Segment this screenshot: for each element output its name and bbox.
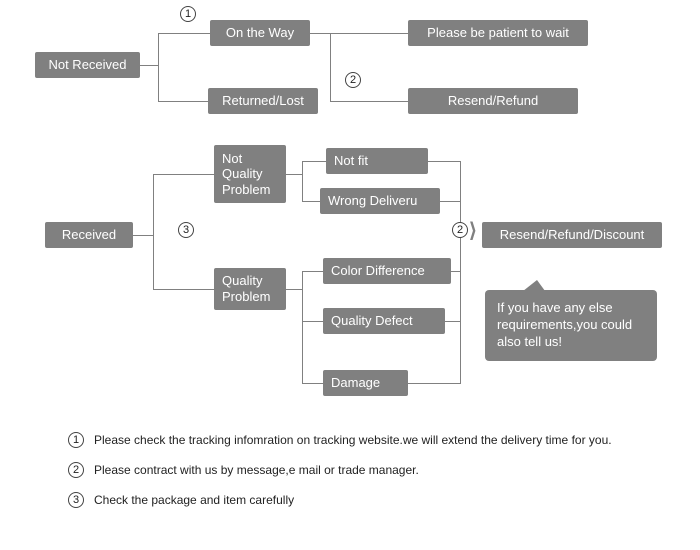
chevron-icon: ⟩ bbox=[469, 218, 477, 243]
marker-1: 1 bbox=[180, 6, 196, 22]
connector bbox=[302, 201, 320, 202]
connector bbox=[330, 33, 331, 101]
node-received: Received bbox=[45, 222, 133, 248]
connector bbox=[286, 174, 302, 175]
node-label: Resend/Refund bbox=[448, 93, 538, 109]
connector bbox=[302, 271, 323, 272]
node-not-received: Not Received bbox=[35, 52, 140, 78]
connector bbox=[286, 289, 302, 290]
node-resend-refund-disc: Resend/Refund/Discount bbox=[482, 222, 662, 248]
legend-item: 3 Check the package and item carefully bbox=[68, 492, 294, 508]
marker-num: 2 bbox=[350, 74, 356, 86]
connector bbox=[153, 174, 214, 175]
node-not-fit: Not fit bbox=[326, 148, 428, 174]
node-label: Quality Defect bbox=[331, 313, 413, 329]
legend-text: Check the package and item carefully bbox=[94, 493, 294, 507]
flowchart-canvas: Not Received On the Way Returned/Lost Pl… bbox=[0, 0, 700, 550]
node-damage: Damage bbox=[323, 370, 408, 396]
node-wrong-delivery: Wrong Deliveru bbox=[320, 188, 440, 214]
node-label: Wrong Deliveru bbox=[328, 193, 417, 209]
node-returned-lost: Returned/Lost bbox=[208, 88, 318, 114]
legend-text: Please check the tracking infomration on… bbox=[94, 433, 612, 447]
node-on-the-way: On the Way bbox=[210, 20, 310, 46]
marker-2: 2 bbox=[345, 72, 361, 88]
legend-num: 2 bbox=[68, 462, 84, 478]
connector bbox=[302, 383, 323, 384]
connector bbox=[158, 33, 159, 101]
connector bbox=[153, 289, 214, 290]
bubble-text: If you have any else requirements,you co… bbox=[497, 300, 632, 349]
marker-3: 3 bbox=[178, 222, 194, 238]
node-label: Not Quality Problem bbox=[222, 151, 270, 198]
node-label: Resend/Refund/Discount bbox=[500, 227, 645, 243]
connector bbox=[302, 161, 303, 201]
node-label: Color Difference bbox=[331, 263, 425, 279]
node-label: Damage bbox=[331, 375, 380, 391]
connector bbox=[302, 321, 323, 322]
marker-num: 2 bbox=[457, 224, 463, 236]
connector bbox=[408, 383, 460, 384]
legend-num: 3 bbox=[68, 492, 84, 508]
legend-item: 2 Please contract with us by message,e m… bbox=[68, 462, 419, 478]
marker-num: 1 bbox=[185, 8, 191, 20]
connector bbox=[440, 201, 460, 202]
connector bbox=[310, 33, 330, 34]
speech-bubble: If you have any else requirements,you co… bbox=[485, 290, 657, 361]
connector bbox=[451, 271, 460, 272]
connector bbox=[302, 161, 326, 162]
connector bbox=[140, 65, 158, 66]
node-label: Please be patient to wait bbox=[427, 25, 569, 41]
node-label: On the Way bbox=[226, 25, 294, 41]
node-label: Quality Problem bbox=[222, 273, 270, 304]
marker-num: 3 bbox=[183, 224, 189, 236]
connector bbox=[445, 321, 460, 322]
node-label: Not Received bbox=[48, 57, 126, 73]
node-label: Not fit bbox=[334, 153, 368, 169]
node-resend-refund: Resend/Refund bbox=[408, 88, 578, 114]
node-quality-defect: Quality Defect bbox=[323, 308, 445, 334]
connector bbox=[133, 235, 153, 236]
connector bbox=[158, 33, 210, 34]
node-label: Received bbox=[62, 227, 116, 243]
connector bbox=[460, 161, 461, 384]
connector bbox=[330, 33, 408, 34]
connector bbox=[330, 101, 408, 102]
legend-text: Please contract with us by message,e mai… bbox=[94, 463, 419, 477]
node-please-patient: Please be patient to wait bbox=[408, 20, 588, 46]
connector bbox=[153, 174, 154, 290]
legend-num: 1 bbox=[68, 432, 84, 448]
node-label: Returned/Lost bbox=[222, 93, 304, 109]
node-color-diff: Color Difference bbox=[323, 258, 451, 284]
connector bbox=[158, 101, 208, 102]
node-quality: Quality Problem bbox=[214, 268, 286, 310]
marker-2b: 2 bbox=[452, 222, 468, 238]
legend-item: 1 Please check the tracking infomration … bbox=[68, 432, 612, 448]
node-not-quality: Not Quality Problem bbox=[214, 145, 286, 203]
connector bbox=[428, 161, 460, 162]
connector bbox=[302, 271, 303, 383]
